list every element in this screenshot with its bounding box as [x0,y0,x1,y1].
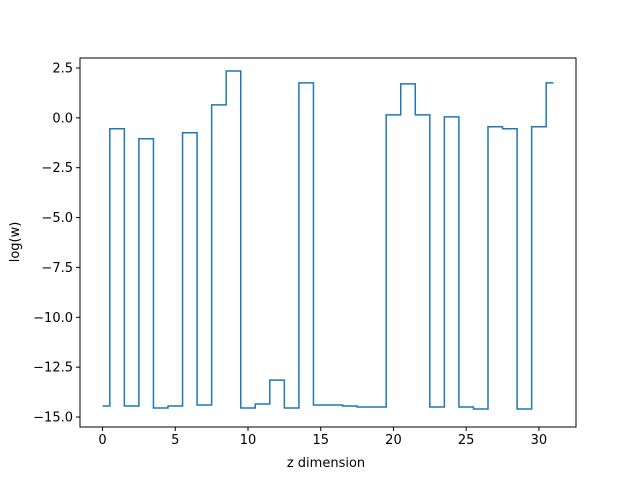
y-axis-label: log(w) [8,222,23,263]
x-tick-label: 30 [531,433,548,448]
y-tick-label: −2.5 [41,161,73,176]
x-axis-ticks: 0 5 10 15 20 25 30 [98,427,547,448]
x-tick-label: 15 [312,433,329,448]
y-tick-label: 0.0 [52,111,73,126]
series-line-0 [102,70,554,410]
y-tick-label: −5.0 [41,211,73,226]
x-tick-label: 20 [385,433,402,448]
x-tick-label: 25 [458,433,475,448]
x-tick-label: 10 [240,433,257,448]
x-tick-label: 5 [171,433,179,448]
plot-area [79,57,577,428]
y-tick-label: −15.0 [33,411,73,426]
y-tick-label: 2.5 [52,61,73,76]
y-tick-label: −10.0 [33,311,73,326]
y-tick-label: −7.5 [41,261,73,276]
x-tick-label: 0 [98,433,106,448]
y-axis-ticks: 2.5 0.0 −2.5 −5.0 −7.5 −10.0 −12.5 −15.0 [33,61,80,426]
axes-frame [79,57,577,428]
y-tick-label: −12.5 [33,361,73,376]
x-axis-label: z dimension [287,456,365,471]
